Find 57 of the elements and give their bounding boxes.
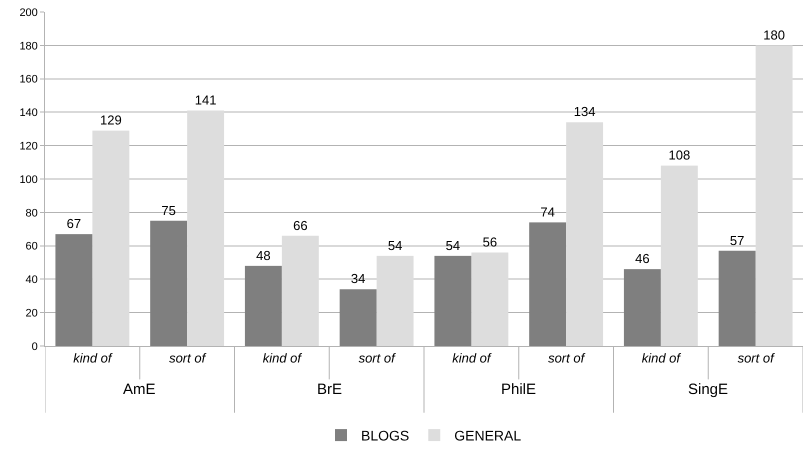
- data-label: 108: [668, 148, 690, 163]
- data-label: 141: [194, 92, 216, 108]
- bar: [340, 289, 377, 346]
- x-tick-label: kind of: [262, 350, 302, 366]
- y-tick-label: 80: [26, 207, 38, 220]
- bar: [244, 266, 282, 346]
- data-label: 34: [350, 271, 366, 286]
- y-tick-label: 20: [26, 307, 38, 320]
- bar: [756, 45, 793, 346]
- data-label: 54: [388, 238, 402, 253]
- x-tick-label: sort of: [169, 350, 207, 366]
- bar: [434, 256, 472, 346]
- bar: [187, 110, 224, 346]
- bar: [150, 220, 188, 346]
- y-tick-label: 200: [19, 6, 38, 19]
- y-tick-label: 0: [32, 340, 38, 353]
- text: SingE: [688, 381, 728, 398]
- data-label: 57: [730, 232, 744, 248]
- y-tick-label: 40: [26, 274, 38, 286]
- data-label: 48: [256, 248, 271, 263]
- y-tick-label: 160: [19, 74, 38, 86]
- y-tick-label: 60: [26, 240, 38, 253]
- data-label: 46: [635, 251, 650, 266]
- y-tick-label: 100: [19, 174, 38, 186]
- x-tick-label: kind of: [642, 350, 682, 366]
- data-label: 54: [446, 238, 460, 253]
- data-label: 66: [293, 218, 308, 233]
- bar: [55, 234, 92, 346]
- bar: [529, 222, 566, 346]
- data-label: 74: [540, 204, 555, 220]
- y-tick-label: 180: [19, 40, 38, 52]
- bar: [471, 252, 508, 346]
- text: AmE: [123, 381, 156, 398]
- text: BrE: [317, 381, 342, 398]
- legend-label: BLOGS: [361, 428, 410, 444]
- data-label: 129: [100, 112, 122, 128]
- bar: [624, 269, 661, 346]
- x-tick-label: sort of: [738, 350, 776, 366]
- x-tick-label: sort of: [548, 350, 586, 366]
- bar: [566, 122, 604, 346]
- bar: [92, 130, 130, 346]
- y-tick-label: 140: [19, 107, 38, 120]
- data-label: 67: [66, 216, 82, 232]
- data-label: 134: [574, 104, 596, 120]
- data-label: 75: [161, 202, 176, 218]
- bar: [718, 250, 756, 346]
- text: PhilE: [501, 381, 536, 398]
- bar: [282, 236, 319, 346]
- x-tick-label: kind of: [73, 350, 113, 366]
- data-label: 56: [482, 234, 498, 250]
- y-tick-label: 120: [19, 140, 38, 152]
- legend-label: GENERAL: [454, 428, 522, 444]
- data-label: 180: [763, 27, 785, 42]
- x-tick-label: sort of: [358, 350, 396, 366]
- bar: [376, 256, 414, 346]
- bar: [660, 166, 698, 346]
- x-tick-label: kind of: [452, 350, 492, 366]
